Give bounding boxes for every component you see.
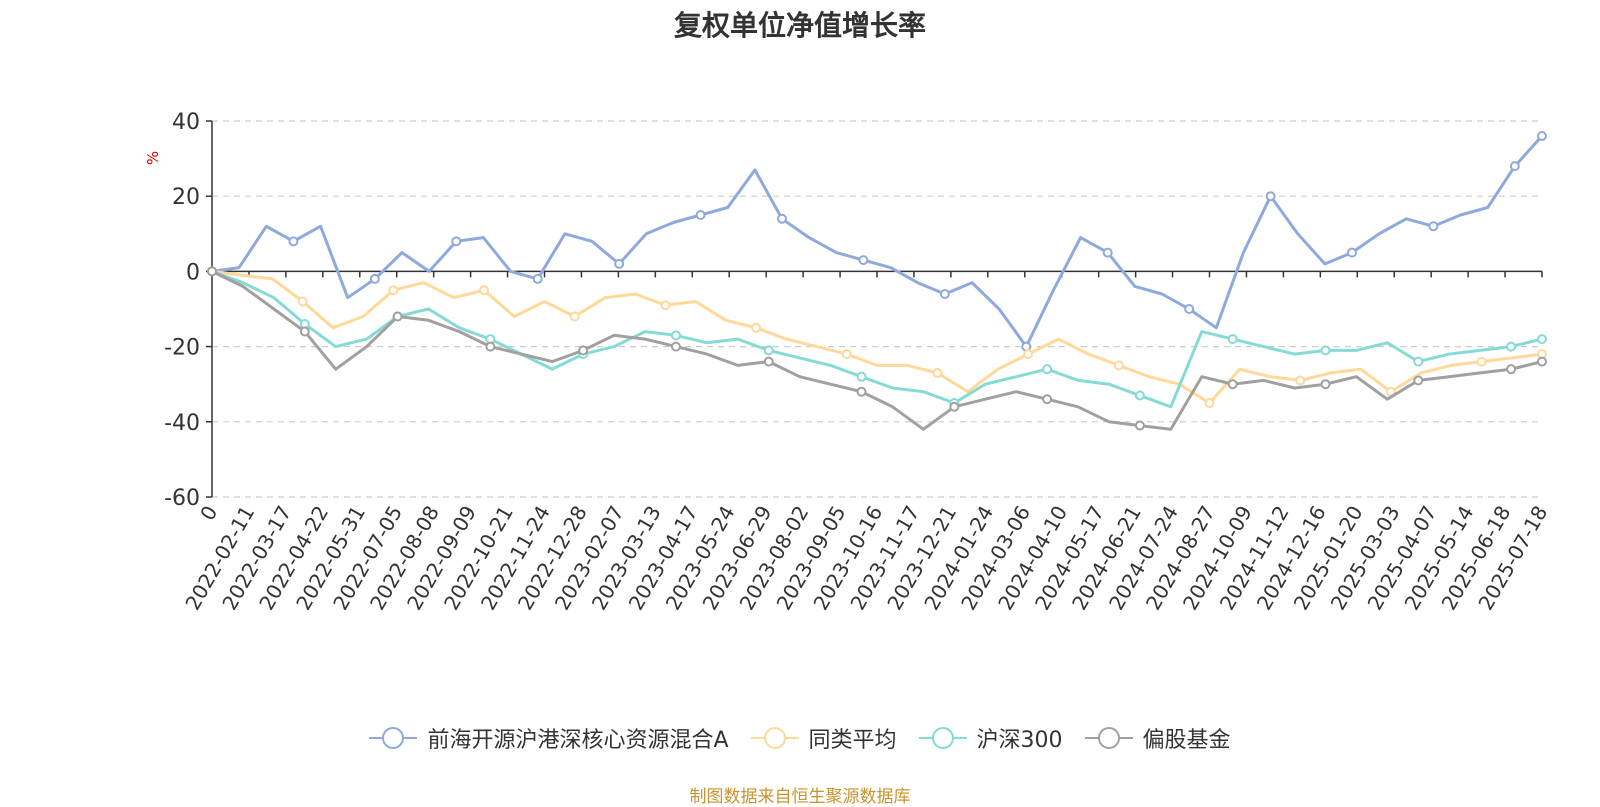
data-point (763, 345, 774, 356)
data-point (297, 296, 308, 307)
data-point (1295, 375, 1306, 386)
data-point (1023, 349, 1034, 360)
data-point (670, 330, 681, 341)
legend-marker-icon (750, 727, 799, 749)
legend-label: 前海开源沪港深核心资源混合A (427, 728, 729, 753)
data-point (451, 236, 462, 247)
y-tick-label: 40 (172, 110, 200, 135)
data-point (856, 371, 867, 382)
chart-title: 复权单位净值增长率 (673, 9, 926, 42)
data-point (1265, 191, 1276, 202)
y-axis-unit-label: % (144, 151, 162, 165)
data-point (1134, 420, 1145, 431)
data-point (207, 266, 217, 277)
data-point (660, 300, 671, 311)
data-point (288, 236, 299, 247)
legend-marker-icon (369, 727, 418, 749)
data-point (858, 255, 869, 266)
y-tick-label: -20 (164, 336, 200, 361)
data-point (1347, 247, 1357, 258)
legend-label: 偏股基金 (1142, 728, 1231, 753)
data-point (670, 341, 681, 352)
legend-item-fund[interactable]: 前海开源沪港深核心资源混合A (369, 722, 729, 754)
legend-item-peer-average[interactable]: 同类平均 (750, 722, 897, 754)
data-point (369, 273, 380, 284)
data-point (1134, 390, 1145, 401)
data-point (1042, 364, 1053, 375)
data-point (1413, 356, 1424, 367)
legend-item-csi300[interactable]: 沪深300 (918, 722, 1063, 754)
y-tick-label: -60 (164, 486, 200, 511)
data-point (751, 322, 762, 333)
source-note: 制图数据来自恒生聚源数据库 (689, 787, 911, 807)
data-point (1184, 304, 1195, 314)
data-point (856, 386, 867, 397)
data-point (1537, 356, 1547, 367)
data-point (1042, 394, 1053, 405)
data-point (1113, 360, 1124, 371)
data-point (1537, 334, 1547, 345)
data-point (1506, 364, 1517, 375)
data-point (485, 341, 496, 352)
line-chart: 02022-02-112022-03-172022-04-222022-05-3… (144, 110, 1552, 615)
legend-label: 沪深300 (976, 728, 1063, 753)
y-tick-label: -40 (164, 411, 200, 436)
data-point (614, 258, 625, 269)
data-point (932, 367, 943, 378)
data-point (1476, 356, 1487, 367)
data-point (695, 210, 706, 220)
data-point (1227, 379, 1238, 390)
y-tick-labels: -60 -40 -20 0 20 40 (164, 110, 200, 511)
y-tick-label: 0 (186, 260, 200, 285)
series-line-2 (211, 269, 1543, 409)
data-point (1227, 334, 1238, 345)
series-lines (207, 131, 1547, 431)
data-point (763, 356, 774, 367)
data-point (569, 311, 580, 322)
legend: 前海开源沪港深核心资源混合A 同类平均 沪深300 偏股基金 (0, 722, 1600, 754)
data-point (1413, 375, 1424, 386)
data-point (1537, 131, 1547, 142)
data-point (1320, 379, 1331, 390)
data-point (392, 311, 403, 322)
data-point (1102, 247, 1113, 258)
data-point (1506, 341, 1517, 352)
data-point (1320, 345, 1331, 356)
data-point (777, 213, 787, 224)
data-point (388, 285, 399, 296)
data-point (841, 349, 852, 360)
grid-lines (212, 120, 1542, 498)
data-point (1509, 161, 1520, 172)
data-point (939, 288, 950, 299)
data-point (479, 285, 490, 296)
data-point (532, 273, 543, 284)
series-line-3 (211, 270, 1543, 431)
legend-marker-icon (1084, 727, 1133, 749)
data-point (949, 401, 960, 412)
y-tick-label: 20 (172, 185, 200, 210)
x-tick-labels: 02022-02-112022-03-172022-04-222022-05-3… (180, 502, 1552, 615)
legend-item-equity-fund[interactable]: 偏股基金 (1084, 722, 1231, 754)
legend-marker-icon (918, 727, 967, 749)
axes (206, 120, 1543, 498)
data-point (1204, 398, 1215, 408)
data-point (1428, 221, 1439, 232)
series-line-1 (211, 269, 1543, 405)
data-point (578, 345, 589, 356)
legend-label: 同类平均 (808, 728, 897, 753)
data-point (299, 326, 310, 337)
series-line-0 (211, 134, 1544, 349)
